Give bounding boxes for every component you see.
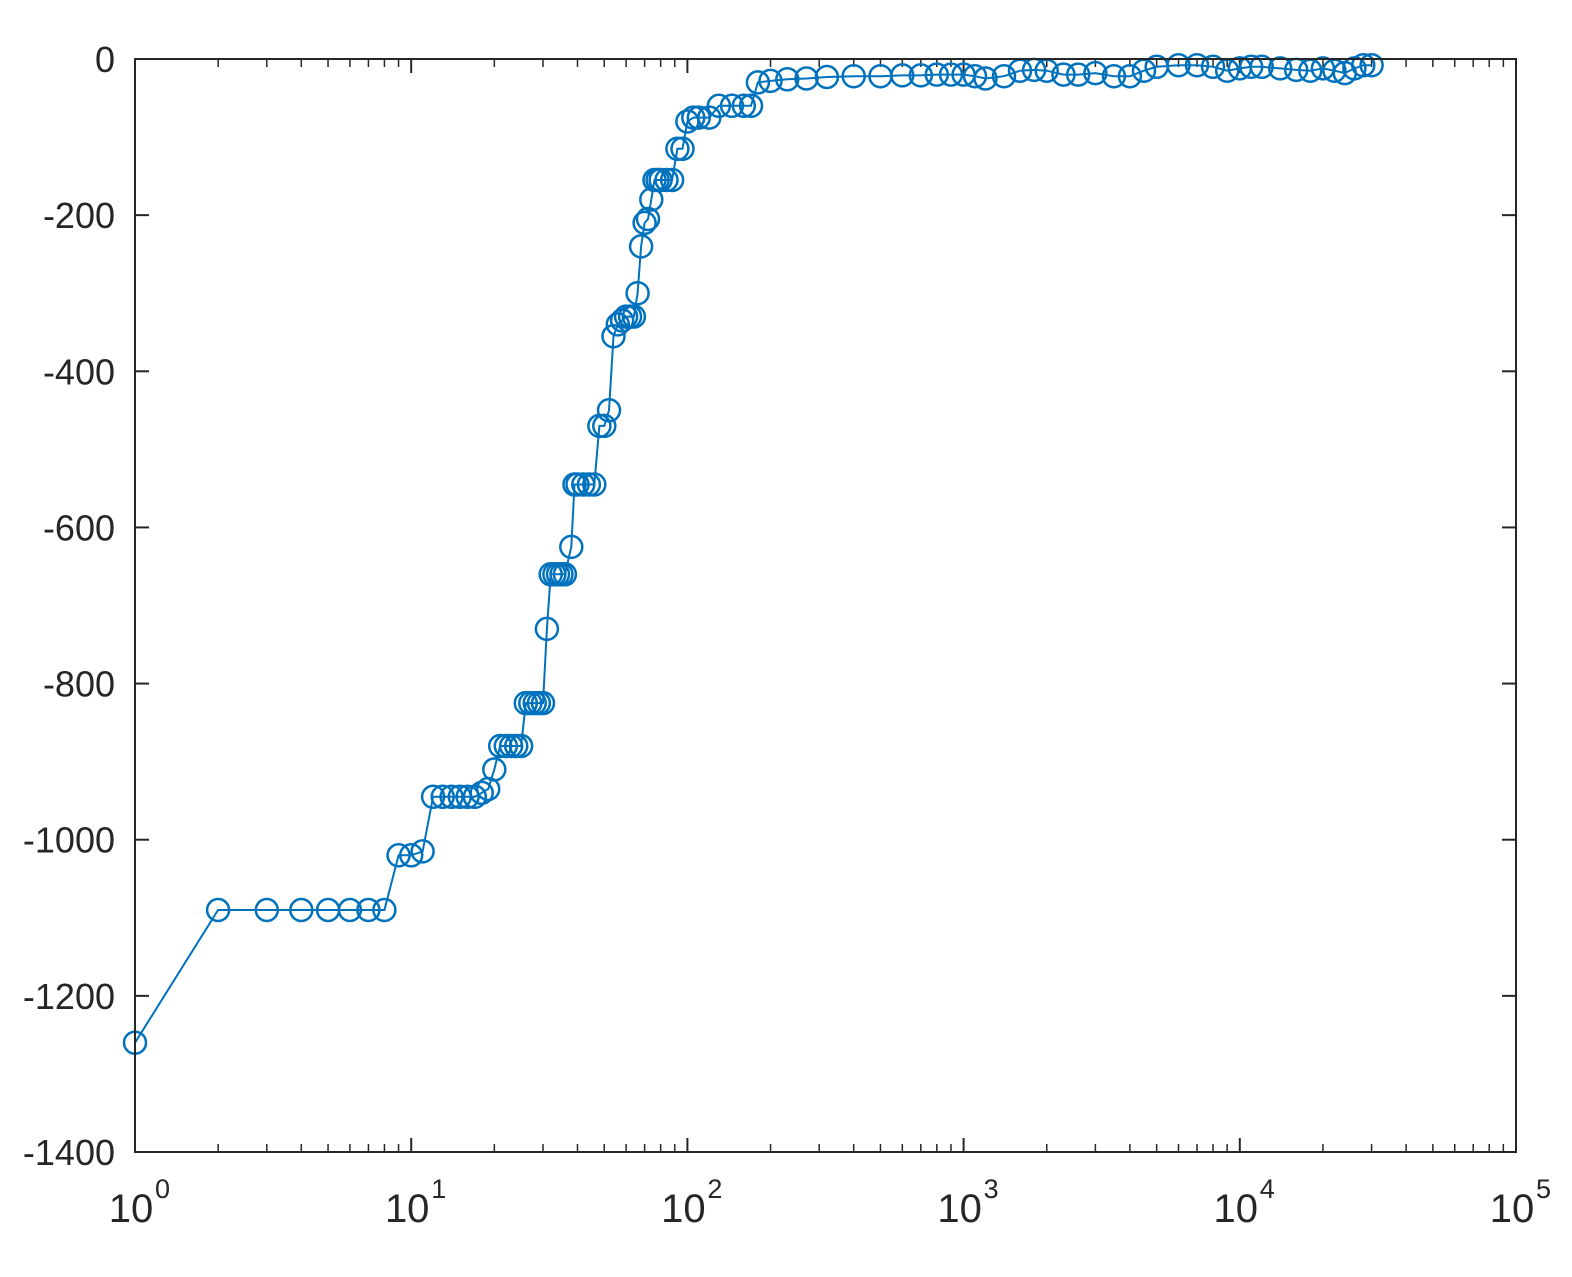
data-point-marker: [337, 897, 363, 923]
data-point-marker: [1249, 54, 1274, 80]
x-tick-label-exponent: 2: [707, 1174, 722, 1204]
ticks-layer: [134, 58, 1517, 1153]
data-point-marker: [398, 843, 424, 868]
y-tick-label: -1400: [23, 1132, 115, 1173]
data-point-marker: [1083, 60, 1108, 86]
data-point-marker: [621, 304, 647, 329]
data-point-marker: [356, 897, 381, 923]
data-point-marker: [1184, 52, 1210, 78]
x-tick-label: 10: [937, 1187, 982, 1231]
data-point-marker: [706, 93, 732, 119]
data-point-marker: [794, 66, 819, 91]
data-point-marker: [973, 66, 998, 91]
x-tick-label-exponent: 3: [984, 1174, 999, 1204]
data-point-marker: [719, 93, 745, 119]
data-point-marker: [592, 413, 617, 439]
data-point-marker: [938, 62, 964, 87]
data-point-marker: [1065, 62, 1091, 87]
data-point-marker: [635, 206, 661, 232]
data-point-marker: [654, 167, 679, 193]
data-point-marker: [508, 733, 534, 759]
x-tick-label-exponent: 1: [431, 1174, 446, 1204]
data-point-marker: [1238, 54, 1264, 80]
data-point-marker: [625, 280, 650, 306]
y-tick-label: -600: [43, 507, 115, 548]
data-point-marker: [924, 62, 950, 87]
x-tick-label: 10: [109, 1187, 154, 1231]
data-point-marker: [632, 210, 657, 236]
data-point-marker: [386, 843, 411, 868]
data-point-marker: [289, 897, 314, 923]
y-tick-label: -800: [43, 664, 115, 705]
y-tick-label: -200: [43, 195, 115, 236]
x-tick-label: 10: [1490, 1187, 1535, 1231]
data-point-marker: [890, 63, 915, 88]
data-point-marker: [552, 562, 578, 587]
data-point-marker: [596, 398, 622, 423]
data-point-marker: [455, 784, 480, 810]
data-point-marker: [841, 63, 866, 89]
y-tick-label: -1200: [23, 976, 115, 1017]
data-point-marker: [681, 105, 706, 130]
data-point-marker: [1117, 63, 1143, 89]
data-point-marker: [1200, 54, 1226, 80]
data-point-marker: [582, 472, 607, 497]
y-tick-label: -400: [43, 351, 115, 392]
x-tick-label: 10: [1214, 1187, 1259, 1231]
data-point-marker: [1351, 52, 1376, 78]
data-point-marker: [908, 63, 934, 88]
data-point-marker: [534, 616, 560, 642]
data-point-marker: [254, 897, 280, 923]
x-tick-label-exponent: 5: [1536, 1174, 1551, 1204]
data-point-marker: [410, 839, 435, 864]
y-tick-label: 0: [95, 39, 115, 80]
data-point-marker: [659, 167, 685, 193]
data-point-marker: [731, 93, 757, 119]
data-point-marker: [1166, 52, 1191, 78]
data-point-marker: [1359, 52, 1384, 78]
data-point-marker: [745, 70, 771, 95]
data-point-marker: [205, 897, 231, 923]
x-tick-label: 10: [385, 1187, 430, 1231]
data-point-marker: [814, 64, 840, 90]
data-point-marker: [565, 472, 590, 497]
data-point-marker: [469, 780, 494, 806]
data-point-marker: [372, 897, 397, 923]
data-point-marker: [1101, 63, 1127, 89]
data-point-marker: [648, 167, 673, 193]
series-layer: [122, 52, 1384, 1055]
data-point-marker: [576, 472, 602, 497]
x-tick-label-exponent: 4: [1260, 1174, 1275, 1204]
y-tick-label: -1000: [23, 820, 115, 861]
data-point-marker: [758, 68, 783, 94]
x-tick-label-exponent: 0: [155, 1174, 170, 1204]
data-point-marker: [775, 67, 800, 92]
data-point-marker: [1051, 62, 1076, 87]
data-point-marker: [628, 234, 654, 259]
data-point-marker: [991, 63, 1017, 89]
data-point-marker: [670, 136, 695, 162]
data-point-marker: [605, 312, 631, 337]
data-point-marker: [430, 784, 455, 810]
x-tick-label: 10: [661, 1187, 706, 1231]
data-point-marker: [738, 93, 764, 119]
data-point-marker: [571, 472, 596, 497]
data-point-marker: [1267, 56, 1293, 81]
data-point-marker: [686, 105, 712, 130]
axes-box: [134, 58, 1517, 1153]
data-point-marker: [420, 784, 446, 810]
data-point-marker: [962, 63, 988, 89]
data-point-marker: [482, 757, 507, 782]
data-point-marker: [559, 534, 584, 560]
data-point-marker: [530, 690, 556, 716]
